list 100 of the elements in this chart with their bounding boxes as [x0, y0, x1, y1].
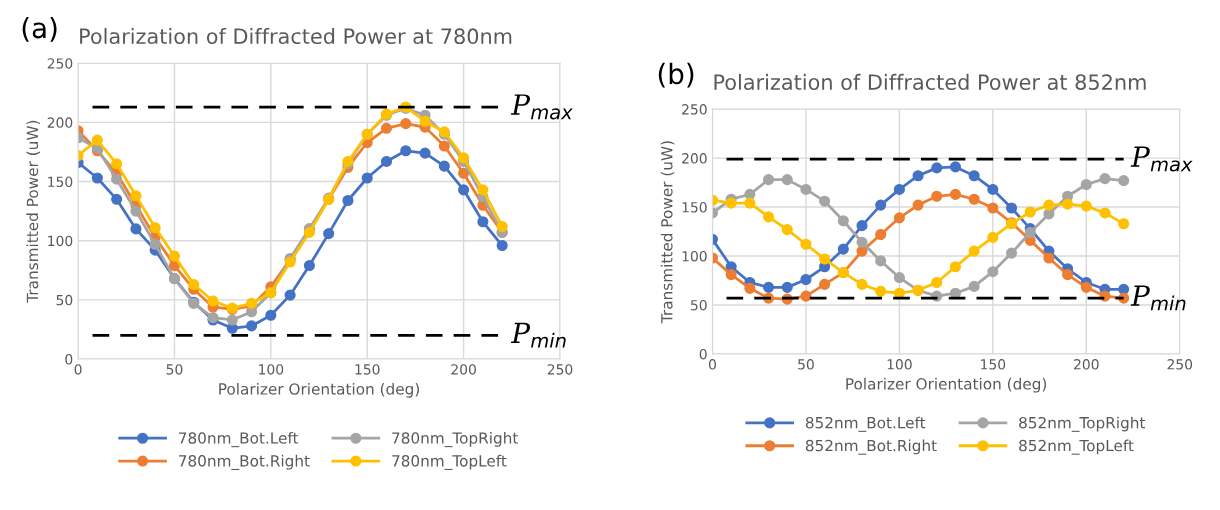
point — [1118, 283, 1130, 295]
point — [323, 228, 335, 240]
legend-label: 780nm_Bot.Right — [179, 454, 310, 471]
point — [949, 161, 962, 173]
point — [893, 183, 905, 195]
x-tick-label: 250 — [1167, 359, 1193, 370]
point — [968, 245, 980, 257]
ref-line-label: P$_{max}$ — [510, 94, 573, 120]
legend-label: 780nm_TopLeft — [392, 454, 507, 471]
point — [284, 289, 296, 301]
point — [400, 118, 412, 130]
point — [856, 236, 868, 248]
point — [91, 134, 103, 146]
point — [931, 276, 943, 289]
point — [856, 220, 868, 232]
point — [361, 172, 373, 184]
point — [1005, 247, 1018, 259]
point — [893, 272, 905, 284]
point — [781, 281, 793, 293]
point — [762, 174, 775, 186]
point — [875, 285, 887, 297]
point — [856, 278, 868, 290]
x-tick-label: 200 — [451, 364, 476, 375]
point — [912, 199, 924, 211]
legend-label: 852nm_Bot.Left — [805, 416, 926, 432]
point — [1043, 199, 1055, 211]
legend-label: 852nm_Bot.Right — [805, 439, 937, 455]
point — [1024, 226, 1036, 239]
x-tick-label: 200 — [1074, 359, 1099, 370]
y-tick-label: 0 — [699, 348, 707, 360]
point — [800, 273, 812, 286]
point — [130, 205, 142, 217]
point — [800, 183, 812, 195]
point — [949, 188, 962, 200]
point — [968, 280, 980, 292]
point — [477, 216, 489, 228]
point — [438, 140, 450, 152]
text: (a) — [22, 16, 57, 42]
point — [477, 184, 489, 196]
y-tick-label: 250 — [682, 104, 707, 115]
point — [458, 184, 470, 196]
point — [762, 211, 775, 223]
chart-title: Polarization of Diffracted Power at 780nm — [80, 27, 512, 45]
text: (b) — [658, 62, 694, 88]
point — [819, 195, 831, 207]
point — [303, 260, 315, 272]
point — [342, 194, 354, 207]
ref-line-label: P$_{min}$ — [510, 322, 566, 348]
point — [762, 281, 775, 293]
point — [380, 155, 393, 168]
x-axis-title: Polarizer Orientation (deg) — [219, 382, 419, 398]
point — [265, 309, 277, 321]
point — [1043, 252, 1055, 264]
point — [419, 147, 431, 159]
legend-label: 852nm_TopRight — [1019, 416, 1146, 432]
legend-label: 780nm_TopRight — [392, 431, 518, 448]
x-tick-label: 150 — [981, 359, 1006, 370]
point — [1005, 202, 1018, 214]
x-tick-label: 100 — [887, 359, 912, 370]
point — [1099, 173, 1111, 185]
point — [380, 122, 393, 134]
point — [207, 295, 219, 307]
x-tick-label: 50 — [798, 359, 814, 370]
point — [893, 212, 905, 224]
x-axis-title: Polarizer Orientation (deg) — [846, 377, 1047, 393]
y-axis-title: Transmitted Power (uW) — [660, 141, 675, 324]
point — [987, 266, 999, 278]
y-axis-title: Transmitted Power (uW) — [26, 120, 40, 303]
point — [819, 253, 831, 265]
chart-title: Polarization of Diffracted Power at 852nm — [714, 73, 1146, 90]
point — [912, 170, 924, 182]
point — [1080, 281, 1092, 293]
point — [188, 278, 200, 291]
y-tick-label: 50 — [691, 299, 707, 311]
point — [968, 193, 980, 205]
point — [130, 190, 142, 202]
y-tick-label: 50 — [56, 294, 73, 306]
point — [875, 228, 887, 241]
point — [400, 145, 412, 157]
y-tick-label: 100 — [48, 235, 73, 247]
x-tick-label: 50 — [166, 364, 183, 375]
point — [949, 261, 962, 273]
y-tick-label: 250 — [47, 58, 73, 69]
point — [1062, 198, 1074, 210]
point — [875, 199, 887, 211]
legend-label: 780nm_Bot.Left — [179, 431, 299, 448]
point — [168, 250, 181, 262]
point — [744, 282, 756, 294]
point — [875, 255, 887, 267]
point — [987, 231, 999, 243]
y-tick-label: 200 — [47, 117, 73, 128]
point — [1099, 207, 1111, 219]
point — [744, 197, 756, 209]
point — [725, 269, 737, 281]
point — [781, 174, 793, 186]
point — [149, 238, 161, 250]
point — [111, 158, 123, 170]
point — [987, 183, 999, 195]
point — [458, 167, 470, 179]
point — [226, 314, 238, 326]
